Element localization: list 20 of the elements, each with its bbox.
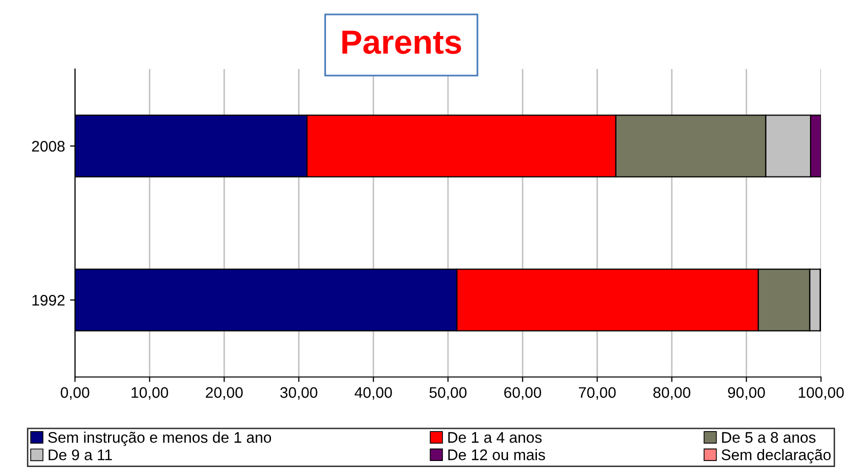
y-tick-label: 2008 <box>32 140 65 152</box>
legend-label: De 1 a 4 anos <box>448 432 542 443</box>
x-tick-label: 50,00 <box>429 387 467 400</box>
legend-label: Sem instrução e menos de 1 ano <box>48 432 272 446</box>
chart-title: Parents <box>342 30 462 54</box>
y-tick-label: 1992 <box>32 294 65 306</box>
x-tick-label: 0,00 <box>60 387 90 400</box>
x-tick-label: 30,00 <box>280 387 318 400</box>
x-tick-label: 70,00 <box>578 387 616 400</box>
x-tick-label: 90,00 <box>728 387 765 400</box>
legend-label: Sem declaração <box>722 448 831 464</box>
legend-label: De 12 ou mais <box>448 448 546 460</box>
x-tick-label: 10,00 <box>132 387 168 400</box>
x-tick-label: 20,00 <box>206 387 243 400</box>
x-tick-label: 100,00 <box>798 387 844 400</box>
x-tick-label: 60,00 <box>504 387 542 400</box>
legend-label: De 9 a 11 <box>48 449 112 460</box>
legend-label: De 5 a 8 anos <box>722 432 816 443</box>
x-tick-label: 80,00 <box>653 387 690 400</box>
x-tick-label: 40,00 <box>354 387 392 400</box>
